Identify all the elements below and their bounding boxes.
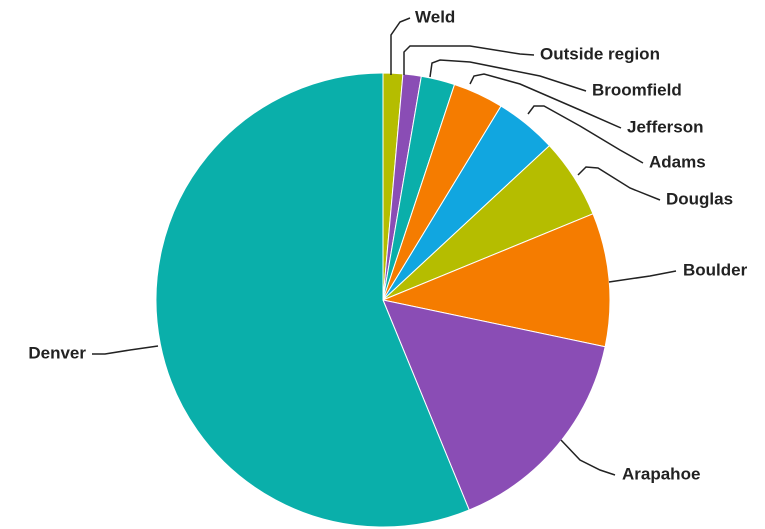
leader-line-boulder: [608, 270, 677, 283]
slice-label-denver: Denver: [28, 343, 86, 362]
leader-line-weld: [390, 17, 411, 75]
slice-label-boulder: Boulder: [683, 260, 748, 279]
slice-label-jefferson: Jefferson: [627, 117, 704, 136]
slice-labels: Weld Outside region Broomfield Jefferson Ada…: [28, 7, 747, 483]
leader-line-douglas: [577, 166, 661, 201]
leader-lines: [92, 17, 677, 476]
pie-slice-denver: [155, 72, 470, 528]
pie-slices: [155, 72, 611, 528]
leader-line-broomfield: [429, 59, 587, 92]
slice-label-adams: Adams: [649, 152, 706, 171]
leader-line-adams: [527, 105, 644, 164]
pie-slice-boulder: [381, 213, 611, 348]
leader-line-jefferson: [469, 73, 622, 129]
slice-label-douglas: Douglas: [666, 189, 733, 208]
leader-line-arapahoe: [560, 439, 616, 476]
slice-label-broomfield: Broomfield: [592, 80, 682, 99]
slice-label-outside-region: Outside region: [540, 44, 660, 63]
leader-line-denver: [92, 345, 159, 355]
leader-line-outside-region: [403, 45, 535, 75]
pie-slice-arapahoe: [382, 299, 606, 511]
slice-label-weld: Weld: [415, 7, 455, 26]
slice-label-arapahoe: Arapahoe: [622, 464, 700, 483]
